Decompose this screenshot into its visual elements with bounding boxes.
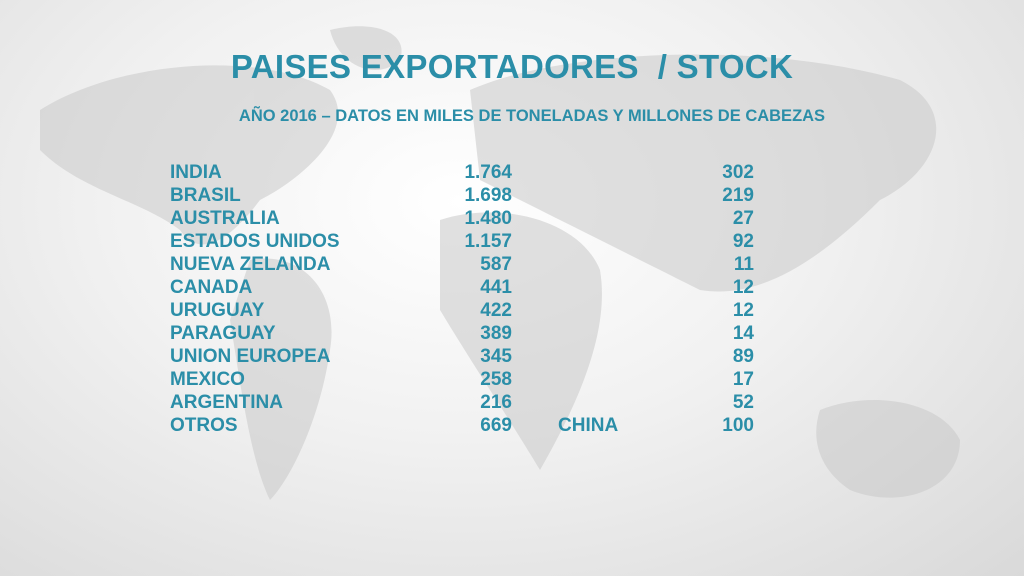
- stock-cell: 89: [732, 346, 754, 367]
- country-cell: CANADA: [170, 277, 253, 298]
- stock-cell: 17: [732, 369, 754, 390]
- note-cell: CHINA: [558, 415, 619, 436]
- country-cell: INDIA: [170, 162, 222, 183]
- exports-cell: 441: [480, 277, 512, 298]
- exports-cell: 1.764: [464, 162, 512, 183]
- stock-cell: 12: [732, 300, 754, 321]
- exports-cell: 1.157: [464, 231, 512, 252]
- exports-cell: 216: [480, 392, 512, 413]
- exports-cell: 389: [480, 323, 512, 344]
- country-cell: ARGENTINA: [170, 392, 283, 413]
- subtitle: AÑO 2016 – DATOS EN MILES DE TONELADAS Y…: [238, 107, 826, 125]
- exports-cell: 587: [480, 254, 512, 275]
- stock-cell: 11: [733, 254, 754, 275]
- exports-cell: 1.698: [464, 185, 512, 206]
- stock-cell: 219: [722, 185, 754, 206]
- country-cell: PARAGUAY: [170, 323, 276, 344]
- country-cell: BRASIL: [170, 185, 241, 206]
- country-cell: OTROS: [170, 415, 238, 436]
- country-cell: NUEVA ZELANDA: [170, 254, 331, 275]
- exports-cell: 1.480: [464, 208, 512, 229]
- exports-cell: 258: [480, 369, 512, 390]
- country-cell: URUGUAY: [170, 300, 265, 321]
- title: PAISES EXPORTADORES / STOCK: [230, 48, 794, 85]
- country-cell: AUSTRALIA: [170, 208, 280, 229]
- country-cell: UNION EUROPEA: [170, 346, 331, 367]
- stock-cell: 302: [722, 162, 754, 183]
- stock-cell: 100: [722, 415, 754, 436]
- stock-cell: 27: [732, 208, 754, 229]
- exports-cell: 345: [480, 346, 512, 367]
- exports-cell: 669: [480, 415, 512, 436]
- stock-cell: 92: [732, 231, 754, 252]
- stock-cell: 12: [732, 277, 754, 298]
- stock-cell: 14: [732, 323, 754, 344]
- country-cell: ESTADOS UNIDOS: [170, 231, 340, 252]
- exports-cell: 422: [480, 300, 512, 321]
- country-cell: MEXICO: [170, 369, 245, 390]
- stock-cell: 52: [732, 392, 754, 413]
